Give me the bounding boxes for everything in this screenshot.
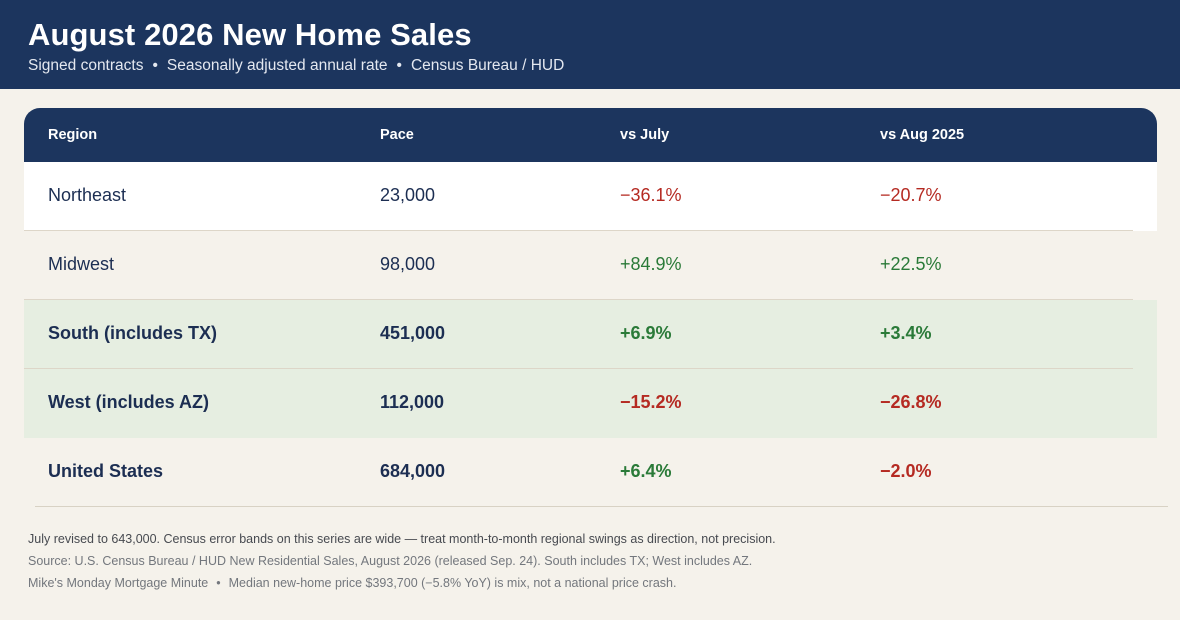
vs-aug-2025-cell: +3.4%: [880, 323, 932, 343]
table-row-south: South (includes TX) 451,000 +6.9% +3.4%: [24, 300, 1157, 369]
row-divider: [24, 368, 1133, 369]
subtitle-contracts: Signed contracts: [28, 57, 144, 74]
page-subtitle: Signed contracts • Seasonally adjusted ann…: [28, 57, 564, 75]
page-title: August 2026 New Home Sales: [28, 17, 472, 52]
median-price-note: Median new-home price $393,700 (−5.8% Yo…: [228, 576, 677, 590]
footnote-byline: Mike's Monday Mortgage Minute • Median new…: [28, 572, 776, 594]
table-header: Region Pace vs July vs Aug 2025: [24, 108, 1157, 162]
pace-cell: 23,000: [380, 185, 436, 205]
footnote-revision: July revised to 643,000. Census error ba…: [28, 532, 776, 546]
column-header-vs-july: vs July: [620, 127, 670, 143]
vs-july-cell: +6.4%: [620, 461, 672, 481]
footnotes: July revised to 643,000. Census error ba…: [28, 528, 776, 594]
subtitle-source: Census Bureau / HUD: [410, 57, 565, 74]
pace-cell: 451,000: [380, 323, 446, 343]
region-cell: United States: [48, 461, 164, 481]
table-row-northeast: Northeast 23,000 −36.1% −20.7%: [24, 162, 1157, 231]
vs-july-cell: −15.2%: [620, 392, 682, 412]
bullet-separator-icon: •: [396, 57, 402, 74]
bullet-separator-icon: •: [216, 576, 221, 590]
region-cell: South (includes TX): [48, 323, 217, 343]
bullet-separator-icon: •: [152, 57, 158, 74]
newsletter-name: Mike's Monday Mortgage Minute: [28, 576, 209, 590]
vs-aug-2025-cell: −2.0%: [880, 461, 932, 481]
region-cell: Midwest: [48, 254, 115, 274]
column-header-vs-aug-2025: vs Aug 2025: [880, 127, 965, 143]
vs-aug-2025-cell: −20.7%: [880, 185, 942, 205]
row-divider: [35, 506, 1168, 507]
pace-cell: 112,000: [380, 392, 445, 412]
pace-cell: 98,000: [380, 254, 436, 274]
sales-table: Region Pace vs July vs Aug 2025 Northeas…: [24, 108, 1168, 507]
region-cell: West (includes AZ): [48, 392, 210, 412]
column-header-region: Region: [48, 127, 98, 143]
vs-july-cell: +84.9%: [620, 254, 682, 274]
vs-july-cell: +6.9%: [620, 323, 672, 343]
table-row-west: West (includes AZ) 112,000 −15.2% −26.8%: [24, 369, 1157, 438]
footnote-source: Source: U.S. Census Bureau / HUD New Res…: [28, 554, 753, 568]
vs-aug-2025-cell: +22.5%: [880, 254, 942, 274]
vs-aug-2025-cell: −26.8%: [880, 392, 942, 412]
vs-july-cell: −36.1%: [620, 185, 682, 205]
row-divider: [24, 230, 1133, 231]
row-divider: [24, 299, 1133, 300]
table-row-midwest: Midwest 98,000 +84.9% +22.5%: [24, 231, 1157, 300]
header-banner: August 2026 New Home Sales Signed contra…: [0, 0, 1180, 89]
column-header-pace: Pace: [380, 127, 414, 143]
region-cell: Northeast: [48, 185, 127, 205]
subtitle-rate: Seasonally adjusted annual rate: [166, 57, 388, 74]
table-row-united-states: United States 684,000 +6.4% −2.0%: [24, 438, 1168, 507]
pace-cell: 684,000: [380, 461, 446, 481]
